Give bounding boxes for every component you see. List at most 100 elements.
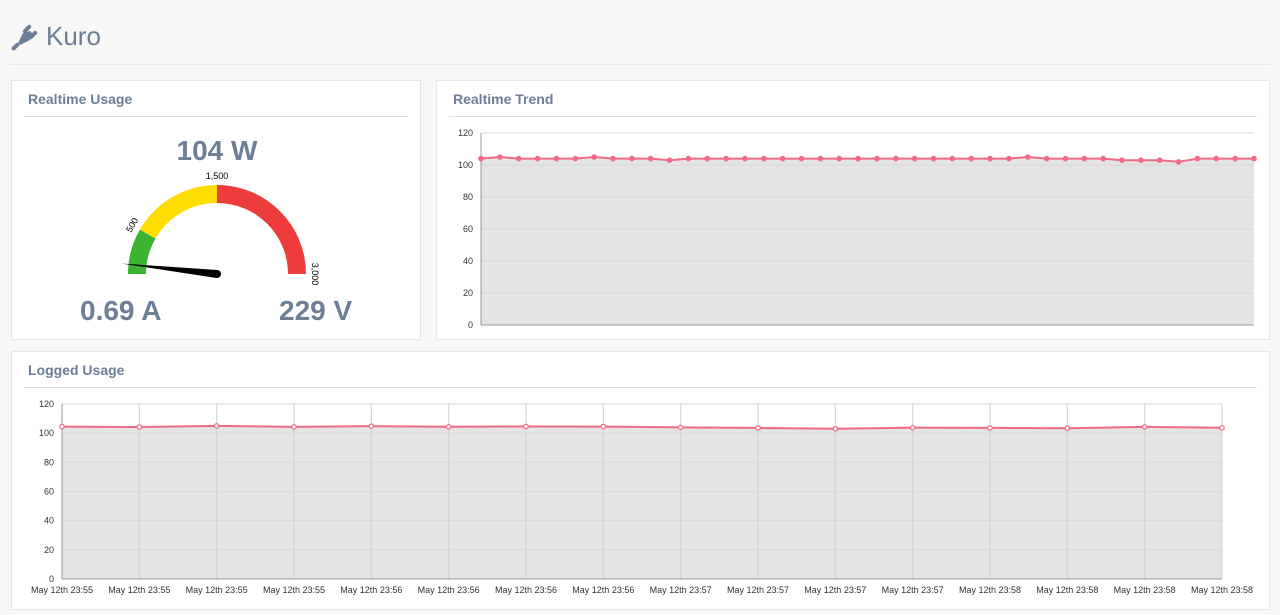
data-point xyxy=(892,155,899,162)
data-point xyxy=(832,425,839,432)
data-point xyxy=(836,155,843,162)
gauge-band xyxy=(139,185,217,239)
logged-usage-panel: Logged Usage 0 20 40 60 80 100 120 May 12th 23:… xyxy=(11,351,1270,610)
data-point xyxy=(1081,155,1088,162)
series-line xyxy=(480,155,1254,163)
x-tick-label: May 12th 23:58 xyxy=(1114,585,1176,595)
y-tick-label: 60 xyxy=(463,224,473,234)
x-tick-label: May 12th 23:56 xyxy=(418,585,480,595)
data-point xyxy=(817,155,824,162)
data-point xyxy=(666,157,673,164)
x-tick-label: May 12th 23:55 xyxy=(186,585,248,595)
data-point xyxy=(761,155,767,162)
y-tick-label: 20 xyxy=(44,545,54,555)
area-fill xyxy=(62,425,1222,579)
data-point xyxy=(291,424,297,430)
y-tick-label: 0 xyxy=(468,320,473,330)
x-tick-label: May 12th 23:57 xyxy=(882,585,944,595)
panel-divider xyxy=(24,116,408,117)
data-point xyxy=(798,155,805,162)
gauge-tick-label: 500 xyxy=(124,216,140,234)
data-point xyxy=(1024,154,1031,160)
data-point xyxy=(1175,159,1182,165)
data-point xyxy=(909,424,916,431)
data-point xyxy=(677,424,684,431)
current-readout: 0.69 A xyxy=(80,295,162,326)
x-tick-label: May 12th 23:57 xyxy=(804,585,866,595)
data-point xyxy=(949,155,956,162)
data-point xyxy=(1062,155,1069,162)
y-tick-label: 0 xyxy=(49,574,54,584)
header-divider xyxy=(10,64,1270,65)
data-point xyxy=(987,155,993,162)
data-point xyxy=(1043,155,1050,162)
data-point xyxy=(1251,155,1257,162)
data-point xyxy=(1156,157,1163,164)
data-point xyxy=(572,155,579,162)
data-point xyxy=(610,155,616,162)
realtime-usage-panel: Realtime Usage 104 W 500 1,500 3,000 0.69 … xyxy=(11,80,421,340)
data-point xyxy=(445,423,452,430)
data-point xyxy=(685,155,692,162)
x-tick-label: May 12th 23:55 xyxy=(108,585,170,595)
logged-usage-chart: 0 20 40 60 80 100 120 May 12th 23:55 May 12th 23… xyxy=(31,399,1253,595)
data-point xyxy=(1064,425,1071,432)
data-point xyxy=(1006,155,1012,162)
app-header: Kuro xyxy=(10,14,1270,58)
data-point xyxy=(600,423,607,430)
x-tick-label: May 12th 23:57 xyxy=(650,585,712,595)
data-point xyxy=(647,155,654,162)
x-tick-label: May 12th 23:57 xyxy=(727,585,789,595)
data-point xyxy=(553,155,560,162)
x-tick-label: May 12th 23:58 xyxy=(1191,585,1253,595)
data-point xyxy=(534,155,541,162)
gauge-needle xyxy=(121,263,218,278)
data-point xyxy=(779,155,786,162)
data-point xyxy=(968,155,974,162)
data-point xyxy=(59,423,65,430)
data-point xyxy=(368,423,375,429)
realtime-trend-chart: 0 20 40 60 80 100 120 xyxy=(458,128,1257,330)
voltage-readout: 229 V xyxy=(279,295,353,326)
data-point xyxy=(629,155,635,162)
realtime-trend-panel: Realtime Trend 0 20 40 60 80 100 120 xyxy=(436,80,1270,340)
y-tick-label: 40 xyxy=(463,256,473,266)
app-title: Kuro xyxy=(46,20,101,51)
data-point xyxy=(1119,157,1125,164)
data-point xyxy=(742,155,748,162)
data-point xyxy=(1213,155,1220,162)
power-gauge: 500 1,500 3,000 xyxy=(121,171,320,286)
y-tick-label: 100 xyxy=(458,160,473,170)
area-fill xyxy=(481,157,1254,325)
gauge-band xyxy=(217,185,306,274)
data-point xyxy=(213,423,220,429)
data-point xyxy=(478,155,484,162)
x-tick-label: May 12th 23:55 xyxy=(263,585,325,595)
panel-title: Realtime Usage xyxy=(28,91,133,107)
data-point xyxy=(1232,155,1238,162)
data-point xyxy=(1219,424,1225,431)
data-point xyxy=(987,425,993,431)
x-tick-label: May 12th 23:58 xyxy=(1036,585,1098,595)
y-tick-label: 100 xyxy=(39,428,54,438)
data-point xyxy=(523,423,529,430)
y-tick-label: 80 xyxy=(44,457,54,467)
y-tick-label: 40 xyxy=(44,516,54,526)
gauge-tick-label: 3,000 xyxy=(310,263,320,286)
gauge-needle-hub xyxy=(213,270,221,278)
data-point xyxy=(136,424,143,430)
plug-icon xyxy=(11,24,38,51)
data-point xyxy=(497,154,503,160)
panel-title: Realtime Trend xyxy=(453,91,554,107)
data-point xyxy=(874,155,880,162)
data-point xyxy=(911,155,918,162)
y-tick-label: 80 xyxy=(463,192,473,202)
data-point xyxy=(515,155,522,162)
data-point xyxy=(930,155,937,162)
gauge-tick-label: 1,500 xyxy=(206,171,229,181)
data-point xyxy=(1141,424,1148,430)
data-point xyxy=(704,155,711,162)
data-point xyxy=(1100,155,1106,162)
gauge-band xyxy=(128,229,156,274)
power-readout: 104 W xyxy=(176,135,258,166)
